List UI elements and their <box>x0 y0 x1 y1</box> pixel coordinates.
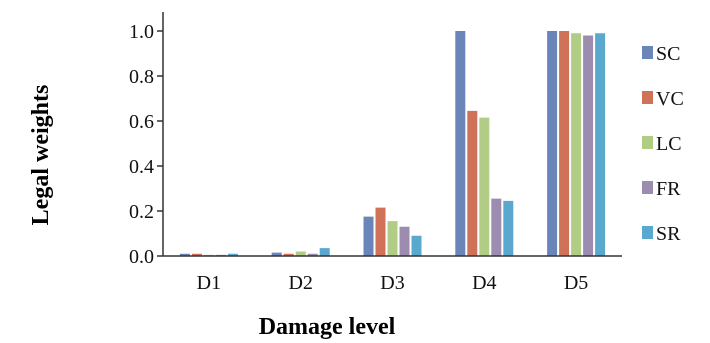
x-tick-label: D4 <box>472 272 496 294</box>
y-ticks-group: 0.0 0.2 0.4 0.6 0.8 1.0 <box>129 21 163 268</box>
bar-sc-d3 <box>363 216 374 256</box>
legend: SC VC LC FR SR <box>642 43 684 245</box>
y-tick-label: 0.4 <box>129 156 154 178</box>
legend-swatch-sc <box>642 46 653 59</box>
bar-sr-d3 <box>411 235 422 256</box>
x-tick-label: D1 <box>197 272 221 294</box>
legend-label-vc: VC <box>656 88 684 110</box>
bar-sr-d5 <box>595 33 606 256</box>
legend-swatch-sr <box>642 226 653 239</box>
bar-lc-d2 <box>295 251 306 256</box>
bar-lc-d3 <box>387 221 398 256</box>
bar-sr-d4 <box>503 200 514 256</box>
legend-label-sr: SR <box>656 223 681 245</box>
bars-group <box>179 31 606 257</box>
y-tick-label: 0.0 <box>129 246 154 268</box>
legend-swatch-fr <box>642 181 653 194</box>
bar-sc-d1 <box>179 253 190 256</box>
bar-sr-d2 <box>319 248 330 256</box>
bar-fr-d2 <box>307 253 318 256</box>
bar-lc-d4 <box>479 117 490 256</box>
y-tick-label: 0.8 <box>129 66 154 88</box>
x-tick-label: D3 <box>380 272 404 294</box>
x-tick-label: D5 <box>564 272 588 294</box>
bar-fr-d4 <box>491 198 502 256</box>
x-tick-label: D2 <box>288 272 312 294</box>
bar-vc-d4 <box>467 110 478 256</box>
bar-vc-d5 <box>559 31 570 256</box>
bar-fr-d5 <box>583 35 594 256</box>
y-tick-label: 1.0 <box>129 21 154 43</box>
bar-vc-d3 <box>375 207 386 256</box>
y-axis-title: Legal weights <box>28 85 54 226</box>
bar-sr-d1 <box>227 253 238 256</box>
legend-label-sc: SC <box>656 43 680 65</box>
y-tick-label: 0.6 <box>129 111 154 133</box>
bar-vc-d1 <box>191 253 202 256</box>
bar-sc-d5 <box>547 31 558 256</box>
bar-fr-d3 <box>399 226 410 256</box>
legend-label-lc: LC <box>656 133 682 155</box>
bar-sc-d4 <box>455 31 466 256</box>
x-axis-title: Damage level <box>259 314 396 340</box>
bar-vc-d2 <box>283 253 294 256</box>
y-tick-label: 0.2 <box>129 201 154 223</box>
bar-lc-d5 <box>571 33 582 256</box>
bar-sc-d2 <box>271 252 282 256</box>
legend-swatch-lc <box>642 136 653 149</box>
legend-swatch-vc <box>642 91 653 104</box>
x-ticks-group: D1 D2 D3 D4 D5 <box>197 272 589 294</box>
legend-label-fr: FR <box>656 178 681 200</box>
